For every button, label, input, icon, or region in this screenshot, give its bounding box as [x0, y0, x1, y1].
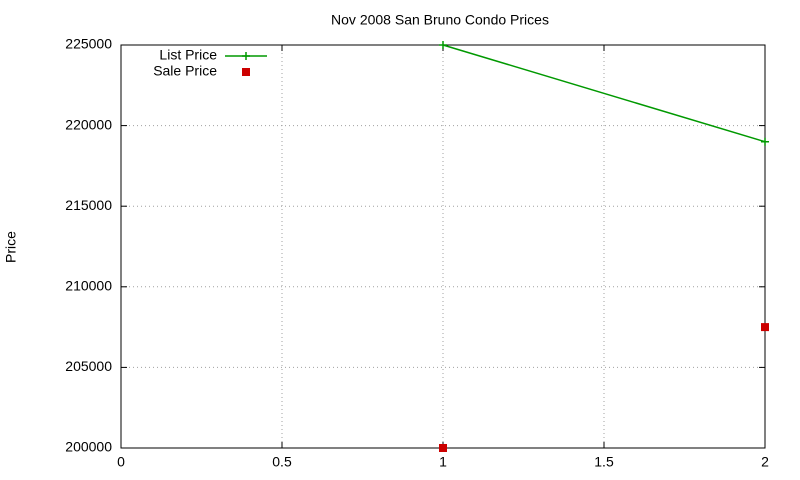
chart-title: Nov 2008 San Bruno Condo Prices — [331, 12, 549, 28]
legend-label: Sale Price — [153, 63, 217, 79]
point — [761, 137, 769, 146]
y-tick-label: 215000 — [65, 197, 112, 213]
series-line — [442, 44, 766, 143]
x-tick-label: 0 — [117, 454, 125, 470]
x-tick-label: 0.5 — [272, 454, 292, 470]
point — [439, 41, 447, 49]
y-tick-label: 220000 — [65, 116, 112, 132]
legend-label: List Price — [159, 47, 217, 63]
y-axis-label: Price — [3, 231, 19, 263]
point — [761, 323, 769, 332]
x-tick-label: 2 — [761, 454, 769, 470]
legend-marker — [242, 52, 250, 60]
point — [439, 444, 447, 452]
legend-marker — [242, 68, 250, 76]
y-tick-label: 205000 — [65, 358, 112, 374]
x-tick-label: 1.5 — [594, 454, 614, 470]
x-tick-label: 1 — [439, 454, 447, 470]
y-tick-label: 210000 — [65, 278, 112, 294]
y-tick-label: 200000 — [65, 439, 112, 455]
y-tick-label: 225000 — [65, 36, 112, 52]
